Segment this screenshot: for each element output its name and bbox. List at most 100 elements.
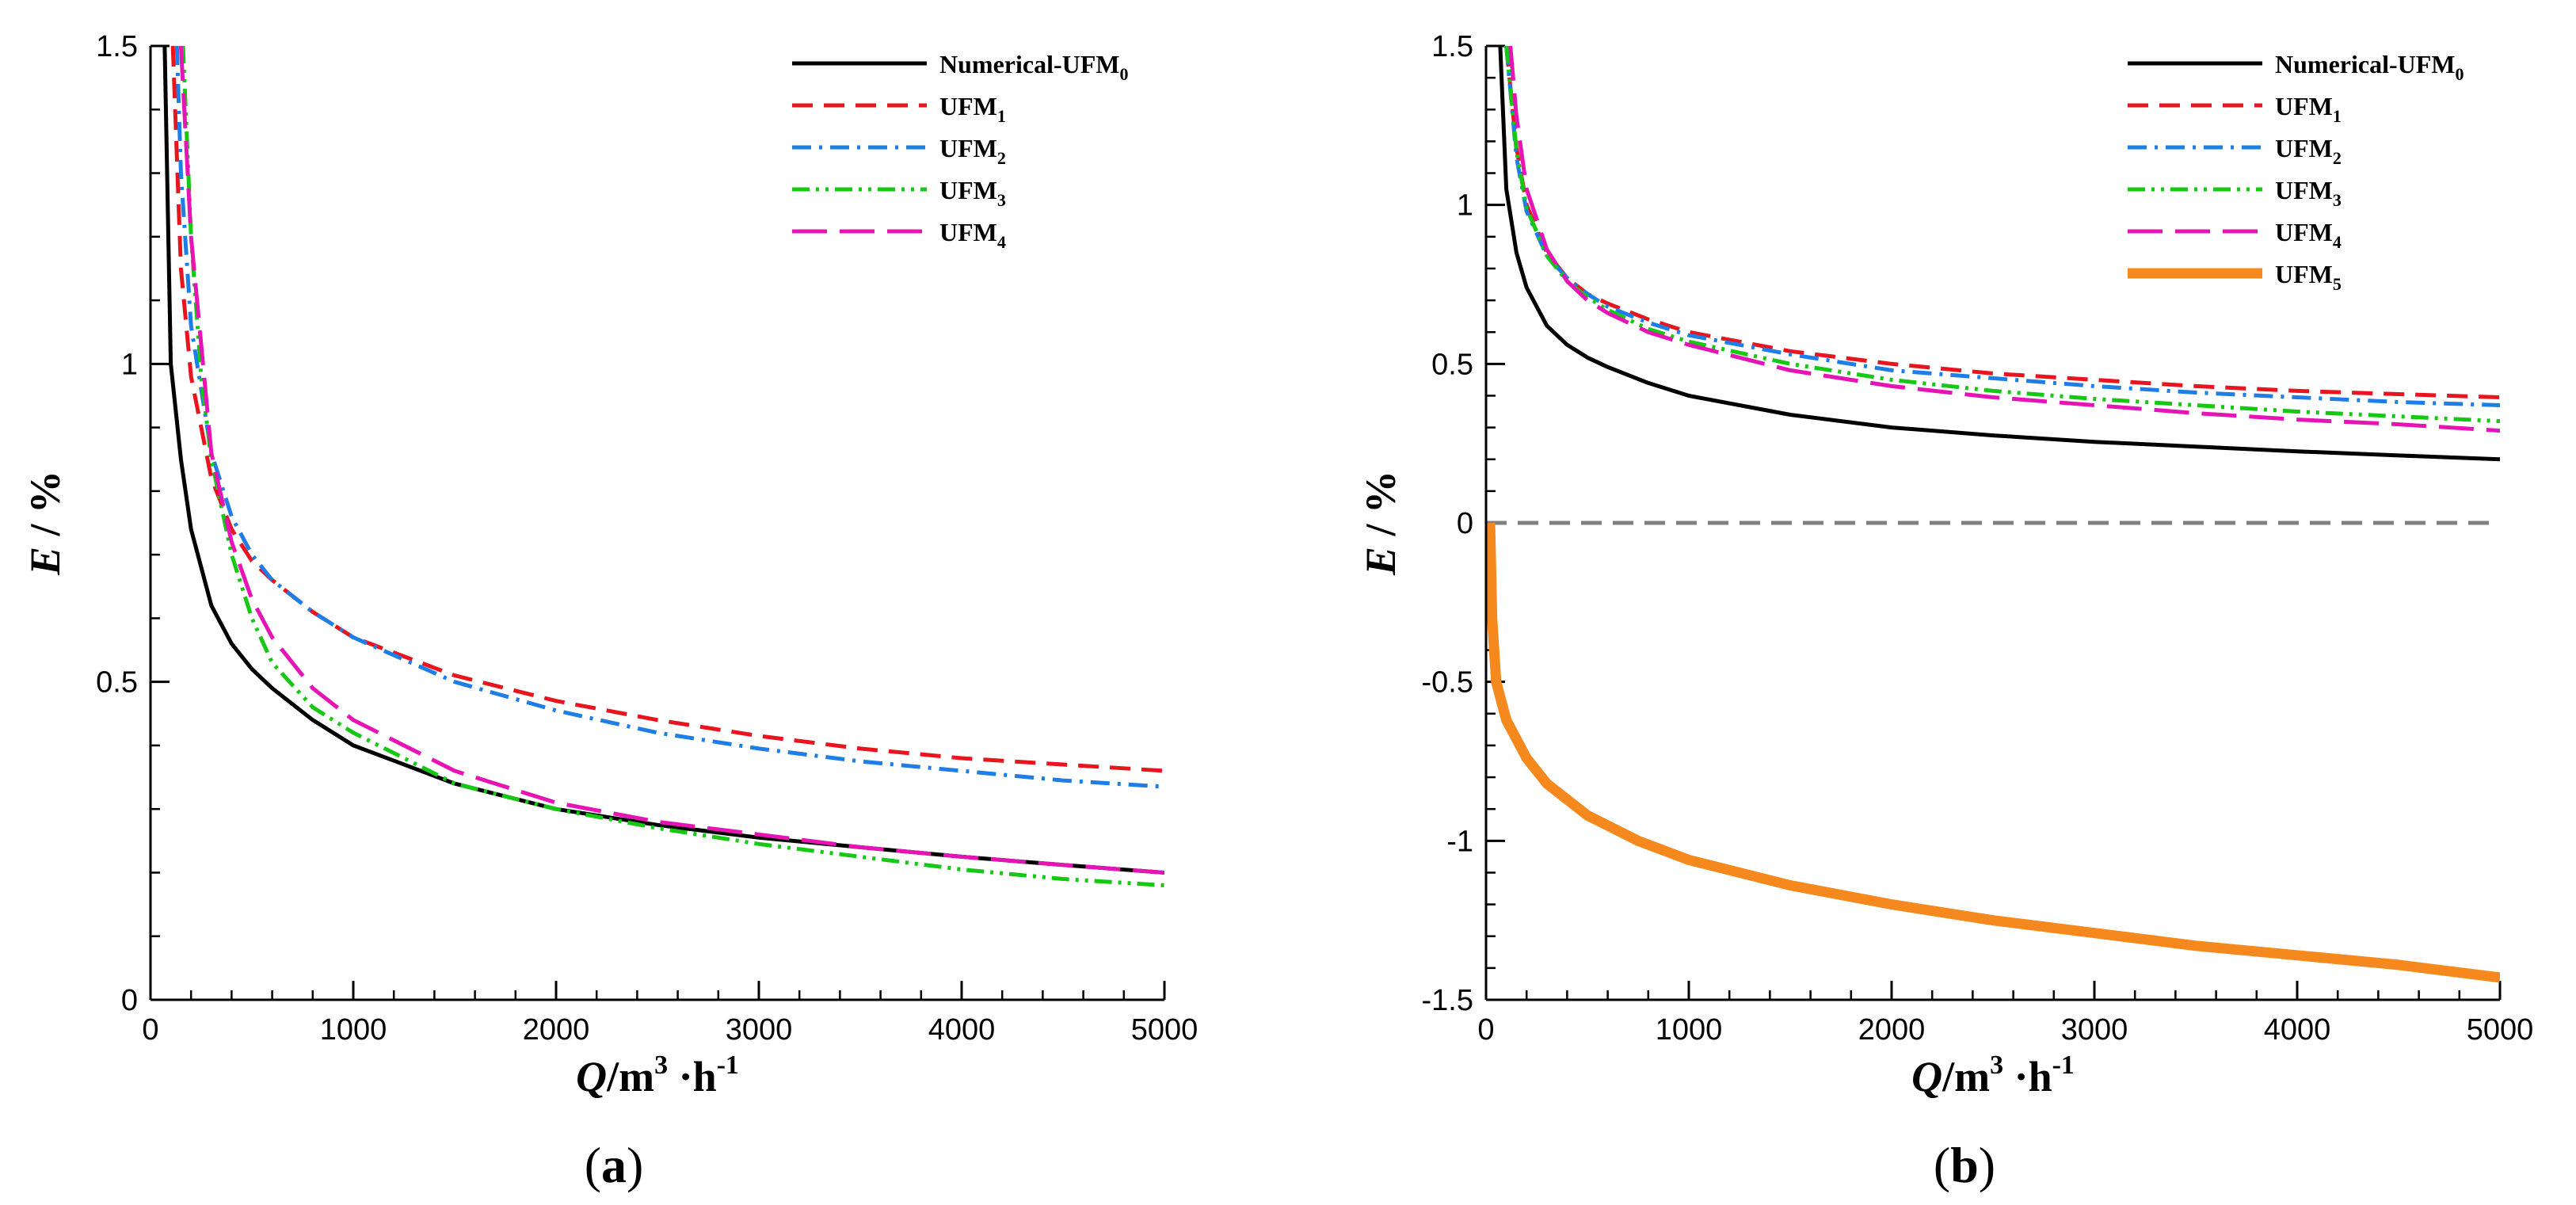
panel-b-x-axis-title-var: Q	[1911, 1053, 1942, 1100]
panel-b-x-tick-label: 4000	[2264, 1013, 2331, 1047]
panel-a-x-axis-title-hour: ·h	[668, 1053, 717, 1100]
panel-a-series-line-numerical-ufm0	[162, 46, 1164, 875]
panel-a-y-tick-label: 0.5	[96, 666, 138, 700]
panel-b-y-axis-title-unit: / %	[1357, 471, 1404, 547]
panel-b-x-tick-label: 2000	[1858, 1013, 1926, 1047]
panel-a-legend-label: UFM3	[939, 176, 1006, 210]
panel-a-x-tick-label: 5000	[1131, 1013, 1198, 1047]
panel-a-x-tick-label: 4000	[928, 1013, 996, 1047]
panel-b-series-line-ufm1	[1504, 46, 2500, 399]
panel-b-legend-name: UFM	[2275, 92, 2333, 120]
panel-b-legend-subscript: 1	[2333, 106, 2342, 126]
panel-b-legend-name: UFM	[2275, 218, 2333, 246]
panel-a-x-axis-title-exp2: -1	[717, 1051, 739, 1080]
panel-b-legend-label: UFM2	[2275, 134, 2342, 168]
panel-a-x-tick-label: 3000	[726, 1013, 793, 1047]
panel-a-caption-letter: a	[601, 1137, 627, 1193]
panel-b-caption-open: (	[1934, 1137, 1950, 1193]
panel-a-legend-name: UFM	[939, 218, 997, 246]
panel-a-legend-label: Numerical-UFM0	[939, 50, 1128, 84]
panel-a-legend-label: UFM1	[939, 92, 1006, 126]
panel-b-y-tick-label: -0.5	[1422, 666, 1473, 700]
panel-b-caption: (b)	[1934, 1137, 1995, 1193]
panel-a-y-tick-label: 0	[121, 984, 138, 1017]
panel-a-legend-subscript: 2	[997, 148, 1006, 168]
panel-a-x-axis-title-unit: /m	[606, 1053, 654, 1100]
panel-b-legend-label: UFM5	[2275, 260, 2342, 294]
panel-b-x-axis-title-hour: ·h	[2003, 1053, 2052, 1100]
panel-a-y-axis-title: E / %	[21, 471, 69, 576]
panel-b-legend-subscript: 0	[2455, 64, 2464, 84]
panel-b-legend-name: UFM	[2275, 176, 2333, 204]
panel-b-series-line-ufm5	[1486, 522, 2500, 983]
panel-b-series-line-ufm4	[1508, 46, 2500, 433]
panel-a-legend-subscript: 0	[1119, 64, 1128, 84]
panel-b-x-axis-title-exp2: -1	[2052, 1051, 2075, 1080]
panel-b-legend-name: Numerical-UFM	[2275, 50, 2455, 78]
panel-b-legend-label: UFM1	[2275, 92, 2342, 126]
panel-b-y-tick-label: 1.5	[1431, 30, 1473, 63]
panel-b-legend-name: UFM	[2275, 134, 2333, 162]
panel-a-series-group	[162, 46, 1164, 887]
panel-b-x-axis-title-unit: /m	[1942, 1053, 1990, 1100]
panel-b-legend-subscript: 4	[2333, 232, 2342, 252]
panel-a: 0 1000 2000 3000 4000 5000 0 0.5 1 1.5 Numerical-U…	[21, 30, 1198, 1193]
panel-a-x-tick-label: 2000	[523, 1013, 590, 1047]
panel-b-x-tick-label: 0	[1477, 1013, 1494, 1047]
panel-a-y-tick-label: 1.5	[96, 30, 138, 63]
panel-a-legend-subscript: 4	[997, 232, 1006, 252]
panel-b-legend-name: UFM	[2275, 260, 2333, 288]
panel-a-x-tick-label: 0	[142, 1013, 158, 1047]
panel-a-caption-close: )	[627, 1137, 643, 1193]
panel-b-series-line-ufm3	[1504, 46, 2500, 424]
panel-a-legend-name: Numerical-UFM	[939, 50, 1119, 78]
panel-a-caption: (a)	[585, 1137, 644, 1193]
panel-b-x-tick-label: 3000	[2061, 1013, 2128, 1047]
panel-b-legend-subscript: 3	[2333, 190, 2342, 210]
panel-a-legend-subscript: 3	[997, 190, 1006, 210]
panel-b-series-line-ufm2	[1504, 46, 2500, 407]
panel-b-caption-letter: b	[1950, 1137, 1979, 1193]
panel-a-series-line-ufm3	[181, 46, 1164, 887]
panel-a-legend-label: UFM2	[939, 134, 1006, 168]
panel-b-x-axis-title-exp1: 3	[1990, 1051, 2003, 1080]
panel-b-y-tick-label: 1	[1457, 189, 1473, 223]
panel-a-y-axis-title-unit: / %	[21, 471, 69, 547]
panel-a-legend-subscript: 1	[997, 106, 1006, 126]
panel-b-y-tick-label: -1	[1446, 825, 1473, 858]
panel-b-y-axis-title-var: E	[1357, 547, 1404, 576]
panel-b-legend-label: UFM3	[2275, 176, 2342, 210]
panel-a-caption-open: (	[585, 1137, 601, 1193]
panel-b-x-axis-title: Q/m3 ·h-1	[1911, 1051, 2075, 1100]
panel-b-y-tick-label: 0.5	[1431, 348, 1473, 381]
panel-a-legend-label: UFM4	[939, 218, 1006, 252]
panel-a-y-tick-label: 1	[121, 348, 138, 381]
panel-b-legend-label: Numerical-UFM0	[2275, 50, 2464, 84]
panel-b-x-tick-label: 1000	[1656, 1013, 1723, 1047]
panel-b: 0 1000 2000 3000 4000 5000 -1.5 -1 -0.5 0 0.5 1 1.5 N…	[1357, 30, 2533, 1193]
panel-b-legend-label: UFM4	[2275, 218, 2342, 252]
panel-b-y-tick-label: -1.5	[1422, 984, 1473, 1017]
panel-a-x-axis-title: Q/m3 ·h-1	[576, 1051, 739, 1100]
panel-b-legend-subscript: 2	[2333, 148, 2342, 168]
panel-a-x-tick-label: 1000	[320, 1013, 387, 1047]
panel-b-y-tick-label: 0	[1457, 507, 1473, 540]
panel-b-series-line-numerical-ufm0	[1498, 46, 2500, 462]
panel-b-legend-subscript: 5	[2333, 274, 2342, 294]
panel-a-legend-name: UFM	[939, 92, 997, 120]
panel-a-legend-name: UFM	[939, 134, 997, 162]
panel-b-y-axis-title: E / %	[1357, 471, 1404, 576]
panel-b-x-tick-label: 5000	[2467, 1013, 2534, 1047]
panel-a-series-line-ufm1	[170, 46, 1164, 773]
panel-a-x-axis-title-exp1: 3	[654, 1051, 668, 1080]
panel-a-y-axis-title-var: E	[21, 547, 69, 576]
panel-b-caption-close: )	[1979, 1137, 1995, 1193]
panel-a-legend-name: UFM	[939, 176, 997, 204]
panel-a-series-line-ufm2	[174, 46, 1164, 789]
panel-a-series-line-ufm4	[178, 46, 1164, 875]
panel-b-series-group	[1486, 46, 2500, 983]
panel-a-x-axis-title-var: Q	[576, 1053, 607, 1100]
